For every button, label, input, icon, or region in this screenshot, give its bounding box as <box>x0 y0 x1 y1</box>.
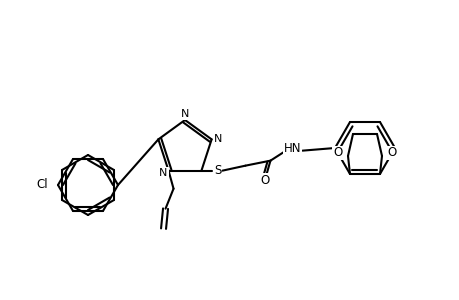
Text: S: S <box>213 164 221 177</box>
Text: O: O <box>386 146 396 160</box>
Text: N: N <box>180 109 189 119</box>
Text: N: N <box>213 134 221 144</box>
Text: O: O <box>333 146 342 160</box>
Text: N: N <box>159 168 168 178</box>
Text: O: O <box>260 174 269 187</box>
Text: Cl: Cl <box>36 178 48 191</box>
Text: HN: HN <box>283 142 301 155</box>
